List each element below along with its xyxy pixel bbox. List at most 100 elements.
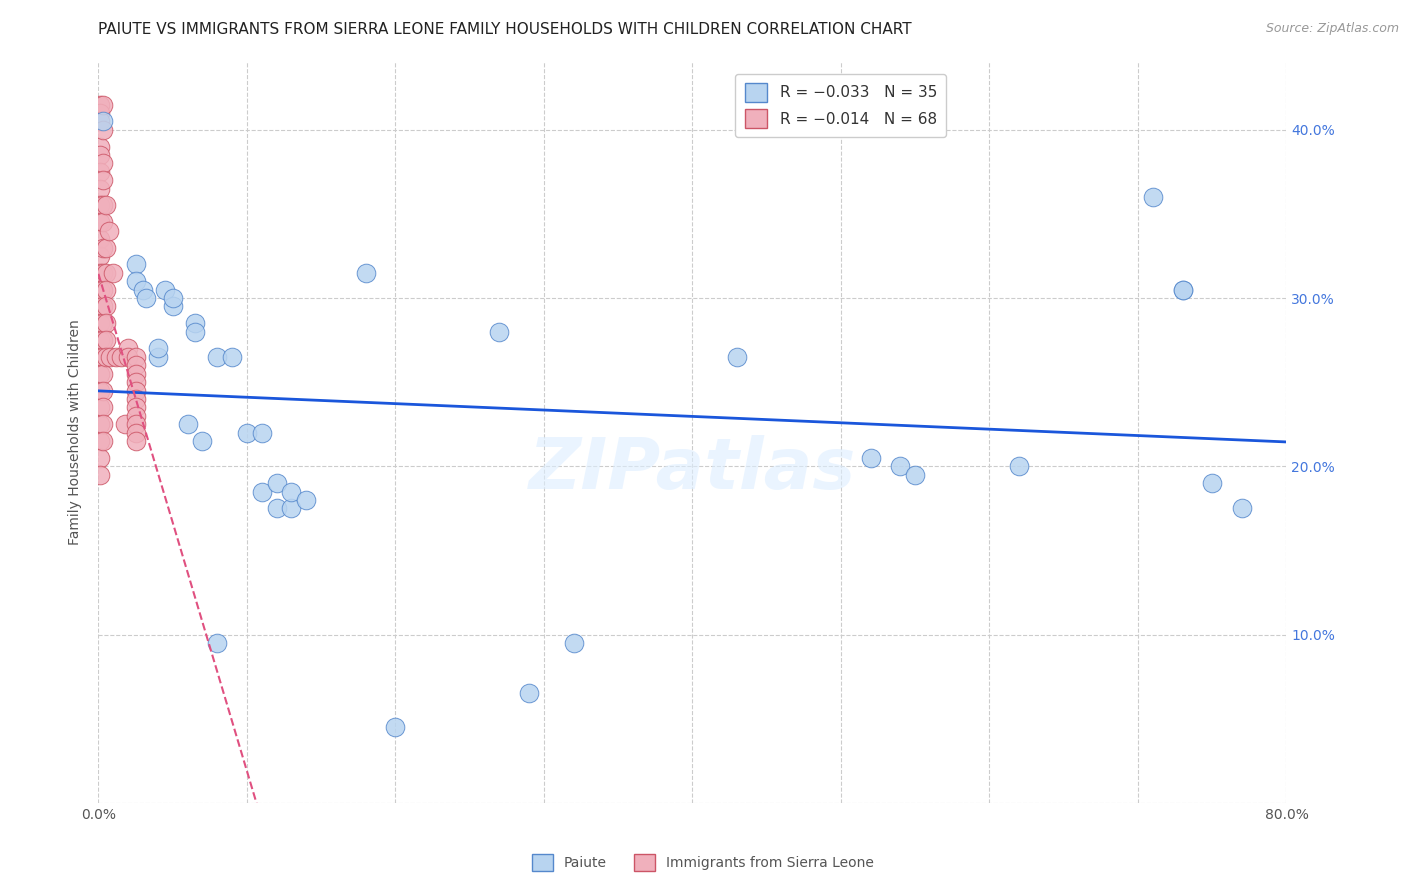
Point	[250, 484, 273, 499]
Point	[250, 425, 273, 440]
Point	[135, 291, 157, 305]
Point	[124, 425, 146, 440]
Point	[266, 501, 288, 516]
Point	[89, 350, 111, 364]
Point	[221, 350, 243, 364]
Point	[117, 350, 139, 364]
Point	[89, 232, 111, 246]
Point	[162, 300, 184, 314]
Point	[89, 316, 111, 330]
Point	[91, 350, 114, 364]
Point	[89, 300, 111, 314]
Point	[280, 484, 302, 499]
Point	[89, 97, 111, 112]
Point	[207, 350, 229, 364]
Point	[184, 325, 207, 339]
Point	[236, 425, 259, 440]
Point	[889, 459, 911, 474]
Point	[91, 156, 114, 170]
Point	[105, 350, 128, 364]
Point	[91, 215, 114, 229]
Point	[124, 359, 146, 373]
Point	[354, 266, 377, 280]
Point	[184, 316, 207, 330]
Point	[1171, 283, 1194, 297]
Text: PAIUTE VS IMMIGRANTS FROM SIERRA LEONE FAMILY HOUSEHOLDS WITH CHILDREN CORRELATI: PAIUTE VS IMMIGRANTS FROM SIERRA LEONE F…	[98, 22, 912, 37]
Point	[94, 266, 117, 280]
Point	[562, 636, 585, 650]
Point	[904, 467, 927, 482]
Point	[124, 401, 146, 415]
Point	[124, 350, 146, 364]
Point	[89, 467, 111, 482]
Point	[91, 434, 114, 448]
Point	[89, 417, 111, 432]
Point	[94, 283, 117, 297]
Point	[124, 375, 146, 389]
Point	[91, 401, 114, 415]
Point	[155, 283, 177, 297]
Point	[94, 316, 117, 330]
Point	[725, 350, 748, 364]
Point	[384, 720, 406, 734]
Point	[89, 401, 111, 415]
Point	[110, 350, 132, 364]
Point	[91, 300, 114, 314]
Point	[295, 492, 318, 507]
Point	[91, 333, 114, 347]
Point	[89, 139, 111, 153]
Point	[124, 274, 146, 288]
Point	[124, 434, 146, 448]
Point	[280, 501, 302, 516]
Point	[91, 122, 114, 136]
Point	[162, 291, 184, 305]
Point	[89, 266, 111, 280]
Point	[89, 249, 111, 263]
Point	[89, 114, 111, 128]
Point	[94, 350, 117, 364]
Point	[94, 300, 117, 314]
Point	[191, 434, 214, 448]
Point	[132, 283, 155, 297]
Point	[89, 148, 111, 162]
Point	[89, 215, 111, 229]
Point	[89, 165, 111, 179]
Point	[89, 450, 111, 465]
Point	[89, 434, 111, 448]
Point	[89, 367, 111, 381]
Point	[1171, 283, 1194, 297]
Point	[89, 333, 111, 347]
Point	[94, 198, 117, 212]
Point	[146, 350, 169, 364]
Point	[124, 392, 146, 406]
Point	[124, 417, 146, 432]
Text: Source: ZipAtlas.com: Source: ZipAtlas.com	[1265, 22, 1399, 36]
Point	[89, 283, 111, 297]
Point	[1142, 190, 1164, 204]
Point	[94, 333, 117, 347]
Point	[124, 257, 146, 271]
Point	[91, 173, 114, 187]
Point	[89, 384, 111, 398]
Y-axis label: Family Households with Children: Family Households with Children	[69, 319, 83, 546]
Point	[1201, 476, 1223, 491]
Point	[124, 367, 146, 381]
Point	[517, 686, 540, 700]
Text: ZIPatlas: ZIPatlas	[529, 435, 856, 504]
Point	[91, 367, 114, 381]
Point	[91, 241, 114, 255]
Point	[91, 266, 114, 280]
Point	[176, 417, 198, 432]
Point	[91, 198, 114, 212]
Point	[91, 283, 114, 297]
Point	[146, 342, 169, 356]
Point	[1008, 459, 1031, 474]
Point	[89, 106, 111, 120]
Point	[91, 384, 114, 398]
Point	[488, 325, 510, 339]
Point	[98, 350, 121, 364]
Point	[1230, 501, 1253, 516]
Legend: Paiute, Immigrants from Sierra Leone: Paiute, Immigrants from Sierra Leone	[526, 848, 880, 876]
Point	[91, 417, 114, 432]
Point	[117, 342, 139, 356]
